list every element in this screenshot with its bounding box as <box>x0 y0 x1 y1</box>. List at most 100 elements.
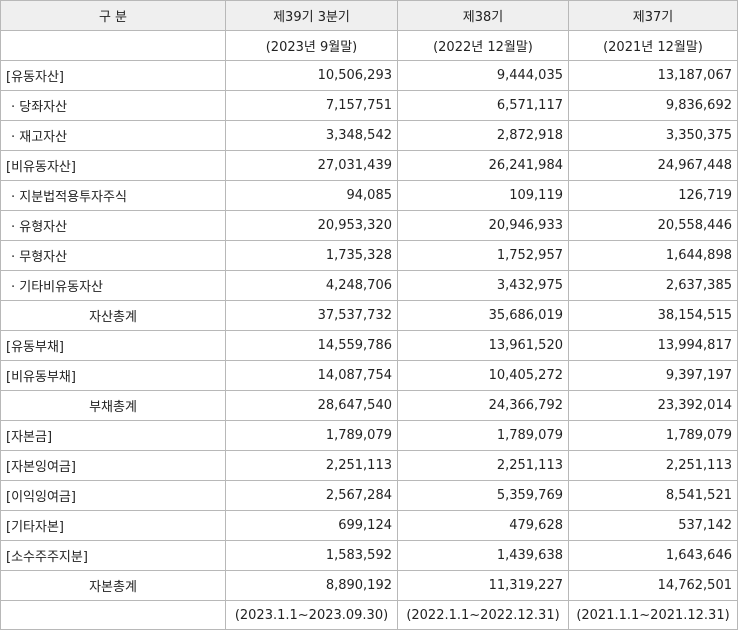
row-value: 1,752,957 <box>397 240 569 271</box>
table-row: [비유동부채] 14,087,754 10,405,272 9,397,197 <box>0 360 738 391</box>
row-value: 24,967,448 <box>568 150 738 181</box>
row-label: [자본잉여금] <box>0 450 226 481</box>
row-value: 94,085 <box>225 180 398 211</box>
row-value: 1,789,079 <box>568 420 738 451</box>
row-value: 2,251,113 <box>225 450 398 481</box>
table-row: · 재고자산 3,348,542 2,872,918 3,350,375 <box>0 120 738 151</box>
table-body: [유동자산] 10,506,293 9,444,035 13,187,067 · 당좌자… <box>0 60 738 630</box>
row-value: 6,571,117 <box>397 90 569 121</box>
row-value: 1,583,592 <box>225 540 398 571</box>
row-label: · 기타비유동자산 <box>0 270 226 301</box>
table-row: · 무형자산 1,735,328 1,752,957 1,644,898 <box>0 240 738 271</box>
row-value: 38,154,515 <box>568 300 738 331</box>
header-row: 구 분 제39기 3분기 제38기 제37기 <box>0 0 738 31</box>
row-value: 20,953,320 <box>225 210 398 241</box>
row-value: 9,444,035 <box>397 60 569 91</box>
row-value: 1,789,079 <box>397 420 569 451</box>
table-row: [유동자산] 10,506,293 9,444,035 13,187,067 <box>0 60 738 91</box>
row-value: 1,789,079 <box>225 420 398 451</box>
row-label: [비유동자산] <box>0 150 226 181</box>
row-value: 699,124 <box>225 510 398 541</box>
row-value: 1,643,646 <box>568 540 738 571</box>
table-row: · 당좌자산 7,157,751 6,571,117 9,836,692 <box>0 90 738 121</box>
table-row: 자산총계 37,537,732 35,686,019 38,154,515 <box>0 300 738 331</box>
row-value: 8,541,521 <box>568 480 738 511</box>
row-label: [자본금] <box>0 420 226 451</box>
row-value: 3,432,975 <box>397 270 569 301</box>
row-value: 14,087,754 <box>225 360 398 391</box>
row-value: 13,961,520 <box>397 330 569 361</box>
row-value: 11,319,227 <box>397 570 569 601</box>
row-value: 20,946,933 <box>397 210 569 241</box>
period-range: (2022.1.1~2022.12.31) <box>397 600 569 630</box>
row-value: 13,187,067 <box>568 60 738 91</box>
table-row: · 기타비유동자산 4,248,706 3,432,975 2,637,385 <box>0 270 738 301</box>
date-header-empty <box>0 30 226 61</box>
row-value: 4,248,706 <box>225 270 398 301</box>
period-header-37: 제37기 <box>568 0 738 31</box>
row-value: 13,994,817 <box>568 330 738 361</box>
row-label: 부채총계 <box>0 390 226 421</box>
table-row: [소수주주지분] 1,583,592 1,439,638 1,643,646 <box>0 540 738 571</box>
row-value: 3,348,542 <box>225 120 398 151</box>
table-row: 부채총계 28,647,540 24,366,792 23,392,014 <box>0 390 738 421</box>
row-value: 1,644,898 <box>568 240 738 271</box>
row-value: 5,359,769 <box>397 480 569 511</box>
row-value: 109,119 <box>397 180 569 211</box>
date-header-2023: (2023년 9월말) <box>225 30 398 61</box>
date-header-2022: (2022년 12월말) <box>397 30 569 61</box>
row-label: · 재고자산 <box>0 120 226 151</box>
row-value: 14,762,501 <box>568 570 738 601</box>
row-value: 14,559,786 <box>225 330 398 361</box>
period-range: (2023.1.1~2023.09.30) <box>225 600 398 630</box>
date-header-2021: (2021년 12월말) <box>568 30 738 61</box>
row-value: 37,537,732 <box>225 300 398 331</box>
row-value: 10,405,272 <box>397 360 569 391</box>
period-range-label <box>0 600 226 630</box>
period-header-q3-39: 제39기 3분기 <box>225 0 398 31</box>
table-row: · 지분법적용투자주식 94,085 109,119 126,719 <box>0 180 738 211</box>
row-value: 537,142 <box>568 510 738 541</box>
row-value: 20,558,446 <box>568 210 738 241</box>
row-value: 8,890,192 <box>225 570 398 601</box>
row-label: · 지분법적용투자주식 <box>0 180 226 211</box>
row-value: 7,157,751 <box>225 90 398 121</box>
period-range-row: (2023.1.1~2023.09.30) (2022.1.1~2022.12.3… <box>0 600 738 630</box>
row-value: 9,836,692 <box>568 90 738 121</box>
table-row: [유동부채] 14,559,786 13,961,520 13,994,817 <box>0 330 738 361</box>
table-row: [자본잉여금] 2,251,113 2,251,113 2,251,113 <box>0 450 738 481</box>
row-label: [소수주주지분] <box>0 540 226 571</box>
table-row: 자본총계 8,890,192 11,319,227 14,762,501 <box>0 570 738 601</box>
row-value: 126,719 <box>568 180 738 211</box>
row-value: 3,350,375 <box>568 120 738 151</box>
row-label: · 유형자산 <box>0 210 226 241</box>
row-label: 자산총계 <box>0 300 226 331</box>
row-value: 1,439,638 <box>397 540 569 571</box>
row-label: [이익잉여금] <box>0 480 226 511</box>
row-label: 자본총계 <box>0 570 226 601</box>
row-value: 24,366,792 <box>397 390 569 421</box>
category-header: 구 분 <box>0 0 226 31</box>
row-value: 2,872,918 <box>397 120 569 151</box>
period-range: (2021.1.1~2021.12.31) <box>568 600 738 630</box>
row-value: 9,397,197 <box>568 360 738 391</box>
table-row: · 유형자산 20,953,320 20,946,933 20,558,446 <box>0 210 738 241</box>
table-row: [자본금] 1,789,079 1,789,079 1,789,079 <box>0 420 738 451</box>
row-value: 26,241,984 <box>397 150 569 181</box>
row-value: 28,647,540 <box>225 390 398 421</box>
table-row: [이익잉여금] 2,567,284 5,359,769 8,541,521 <box>0 480 738 511</box>
row-value: 23,392,014 <box>568 390 738 421</box>
table-row: [비유동자산] 27,031,439 26,241,984 24,967,448 <box>0 150 738 181</box>
row-value: 10,506,293 <box>225 60 398 91</box>
table-row: [기타자본] 699,124 479,628 537,142 <box>0 510 738 541</box>
row-value: 35,686,019 <box>397 300 569 331</box>
row-value: 479,628 <box>397 510 569 541</box>
period-header-38: 제38기 <box>397 0 569 31</box>
row-value: 2,251,113 <box>568 450 738 481</box>
row-value: 27,031,439 <box>225 150 398 181</box>
row-label: · 당좌자산 <box>0 90 226 121</box>
row-label: [유동부채] <box>0 330 226 361</box>
row-value: 1,735,328 <box>225 240 398 271</box>
row-label: · 무형자산 <box>0 240 226 271</box>
